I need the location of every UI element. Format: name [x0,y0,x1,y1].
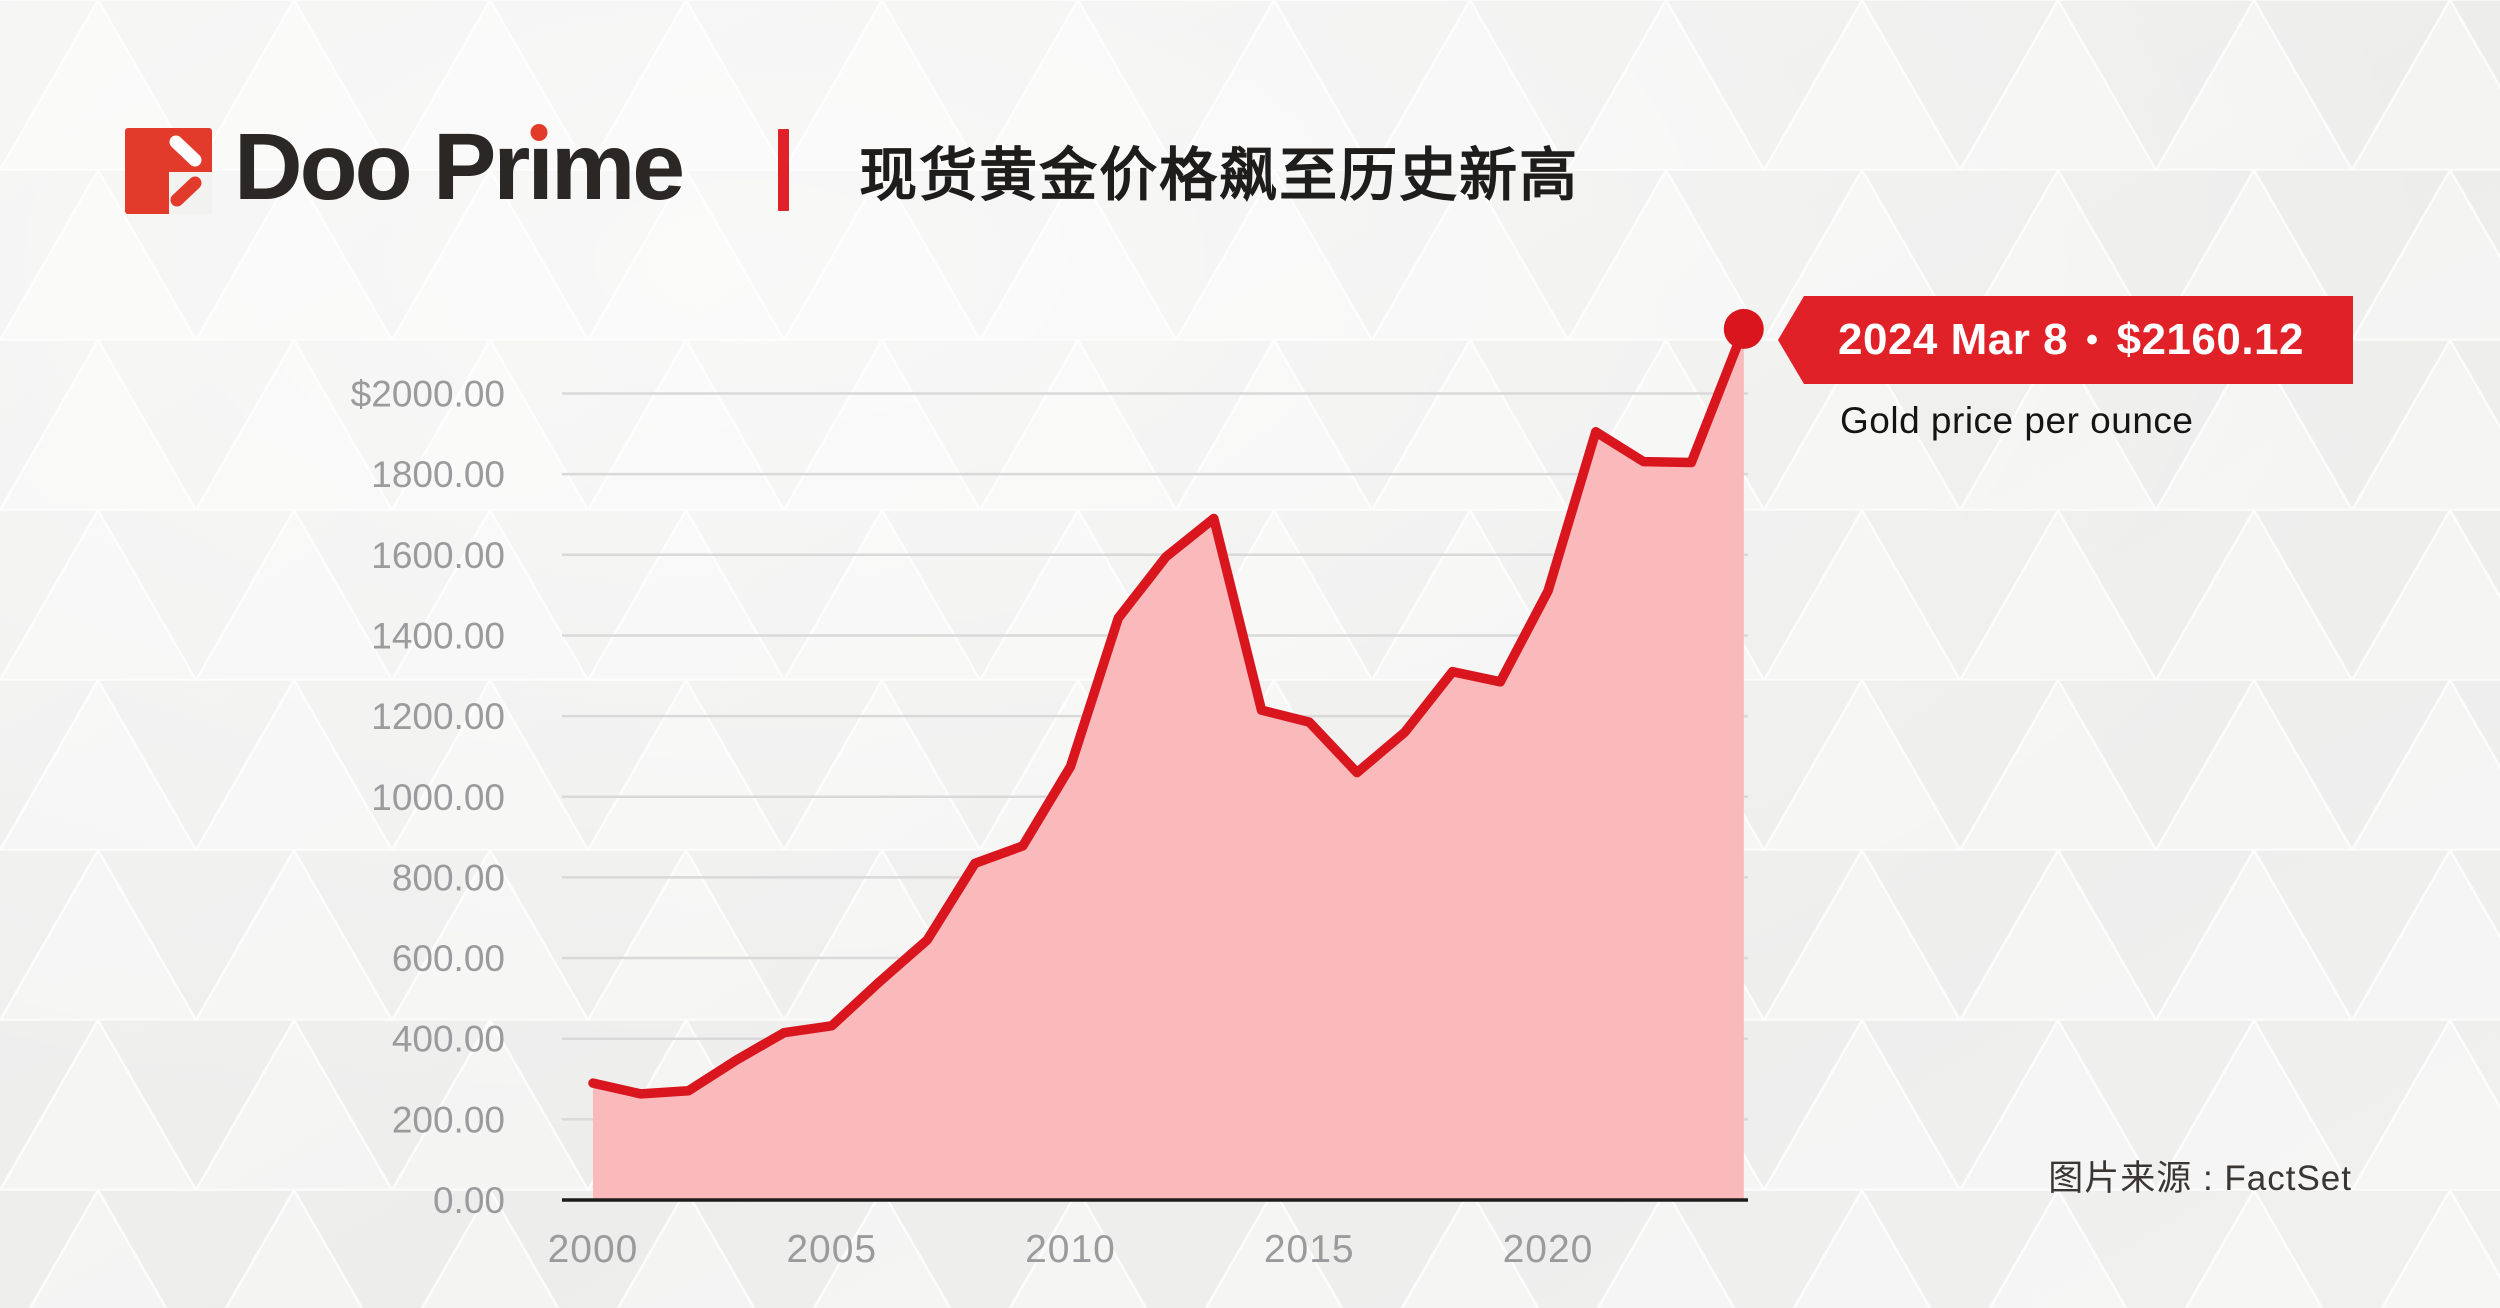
x-tick-label-2005: 2005 [786,1228,877,1271]
x-tick-label-2015: 2015 [1264,1228,1355,1271]
price-callout-banner: 2024 Mar 8 • $2160.12 [1778,296,2353,384]
logo-i-red-dot [530,124,548,141]
x-tick-label-2000: 2000 [548,1228,639,1271]
y-tick-label-1000: 1000.00 [371,777,505,818]
y-tick-label-600: 600.00 [392,938,505,979]
y-tick-label-2000: $2000.00 [351,374,505,415]
x-tick-label-2010: 2010 [1025,1228,1116,1271]
callout-subtitle: Gold price per ounce [1840,400,2194,441]
title-separator-bar [778,129,790,211]
y-tick-label-1800: 1800.00 [371,454,505,495]
y-tick-label-0: 0.00 [433,1180,505,1221]
callout-bullet: • [2086,320,2099,359]
y-tick-label-200: 200.00 [392,1099,505,1140]
callout-date: 2024 Mar 8 [1838,315,2069,364]
y-tick-label-1400: 1400.00 [371,615,505,656]
doo-prime-logo-text: Doo Prı me [234,114,685,220]
x-tick-label-2020: 2020 [1503,1228,1594,1271]
y-tick-label-1600: 1600.00 [371,535,505,576]
header: Doo Prı me 现货黄金价格飙至历史新高 [125,112,1579,222]
source-note: 图片来源 : FactSet [2048,1159,2352,1198]
callout-price: $2160.12 [2116,315,2304,364]
y-tick-label-1200: 1200.00 [371,696,505,737]
doo-prime-logo-icon [125,128,212,214]
endpoint-dot [1723,308,1764,349]
page-title: 现货黄金价格飙至历史新高 [859,143,1580,208]
y-tick-label-800: 800.00 [392,857,505,898]
area-fill [593,328,1744,1200]
price-line [588,324,1749,1099]
y-tick-label-400: 400.00 [392,1019,505,1060]
